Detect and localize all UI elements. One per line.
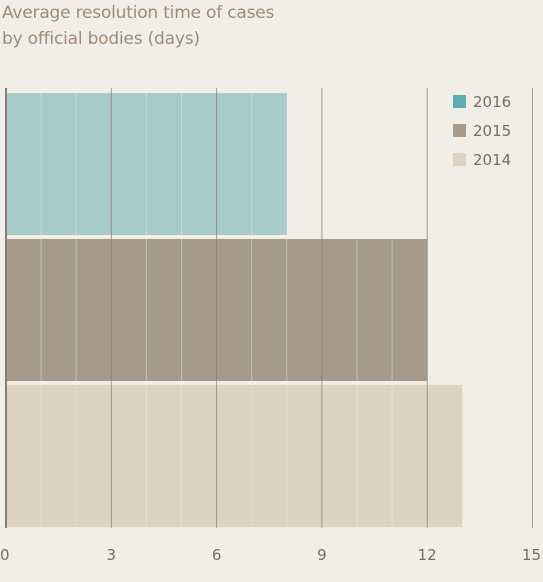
- legend-label-2014: 2014: [473, 150, 512, 169]
- legend: 2016 2015 2014: [453, 87, 511, 174]
- bars-group: [6, 93, 463, 527]
- legend-item-2015: 2015: [453, 116, 511, 145]
- x-tick-label-12: 12: [418, 546, 437, 564]
- x-tick-label-0: 0: [0, 546, 10, 564]
- legend-label-2016: 2016: [473, 92, 512, 111]
- grid-group: [5, 88, 533, 528]
- legend-swatch-2016: [453, 95, 466, 108]
- x-tick-label-15: 15: [522, 546, 541, 564]
- legend-swatch-2014: [453, 153, 466, 166]
- x-tick-label-9: 9: [317, 546, 327, 564]
- chart-title-line-2: by official bodies (days): [2, 29, 200, 49]
- bar-2016: [6, 93, 287, 235]
- legend-item-2016: 2016: [453, 87, 511, 116]
- legend-item-2014: 2014: [453, 145, 511, 174]
- legend-label-2015: 2015: [473, 121, 512, 140]
- bar-2014: [6, 385, 463, 527]
- chart-title: Average resolution time of cases by offi…: [2, 0, 274, 52]
- tick-labels-group: 0 3 6 9 12 15: [0, 546, 541, 564]
- x-tick-label-6: 6: [212, 546, 222, 564]
- x-tick-label-3: 3: [107, 546, 117, 564]
- chart-title-line-1: Average resolution time of cases: [2, 3, 275, 23]
- legend-swatch-2015: [453, 124, 466, 137]
